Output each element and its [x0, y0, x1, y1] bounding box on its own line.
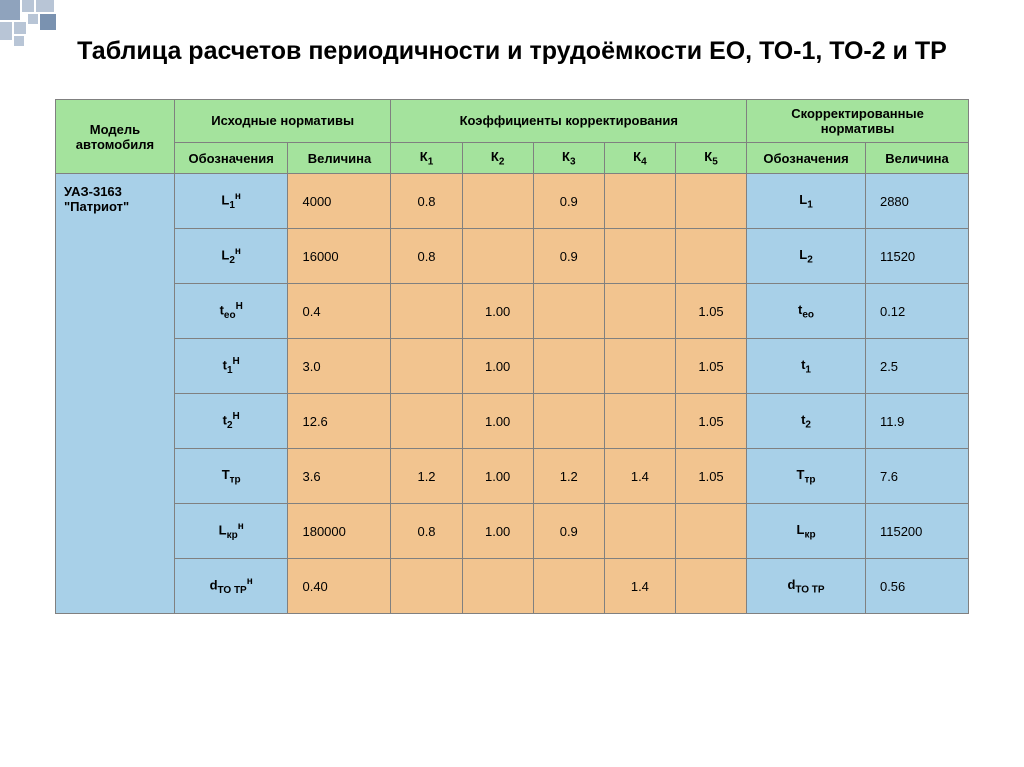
value-initial: 4000 [288, 174, 391, 229]
coef-k5 [675, 174, 746, 229]
header-k4: К4 [604, 142, 675, 174]
coef-k4 [604, 174, 675, 229]
value-corrected: 0.12 [865, 284, 968, 339]
value-corrected: 115200 [865, 504, 968, 559]
notation-corrected: tео [747, 284, 866, 339]
value-corrected: 11520 [865, 229, 968, 284]
value-initial: 3.6 [288, 449, 391, 504]
coef-k3 [533, 284, 604, 339]
coef-k2: 1.00 [462, 449, 533, 504]
coef-k1 [391, 394, 462, 449]
coef-k1 [391, 559, 462, 614]
value-corrected: 11.9 [865, 394, 968, 449]
notation-initial: t1Н [174, 339, 288, 394]
notation-corrected: dТО ТР [747, 559, 866, 614]
header-k3: К3 [533, 142, 604, 174]
header-value-2: Величина [865, 142, 968, 174]
notation-corrected: Lкр [747, 504, 866, 559]
coef-k5: 1.05 [675, 394, 746, 449]
coef-k3 [533, 339, 604, 394]
coef-k5: 1.05 [675, 339, 746, 394]
coef-k2: 1.00 [462, 394, 533, 449]
coef-k5 [675, 229, 746, 284]
table-row: tеоН0.4 1.00 1.05tео0.12 [56, 284, 969, 339]
coef-k2: 1.00 [462, 284, 533, 339]
header-value-1: Величина [288, 142, 391, 174]
value-initial: 16000 [288, 229, 391, 284]
table-row: t2Н12.6 1.00 1.05t211.9 [56, 394, 969, 449]
header-k1: К1 [391, 142, 462, 174]
header-notation-1: Обозначения [174, 142, 288, 174]
table-row: dТО ТРн0.40 1.4 dТО ТР0.56 [56, 559, 969, 614]
value-corrected: 2880 [865, 174, 968, 229]
notation-corrected: L1 [747, 174, 866, 229]
page-title: Таблица расчетов периодичности и трудоём… [0, 0, 1024, 69]
coef-k1 [391, 284, 462, 339]
value-initial: 12.6 [288, 394, 391, 449]
coef-k1: 0.8 [391, 504, 462, 559]
coef-k2 [462, 174, 533, 229]
header-k5: К5 [675, 142, 746, 174]
coef-k5: 1.05 [675, 284, 746, 339]
coef-k5: 1.05 [675, 449, 746, 504]
value-initial: 0.4 [288, 284, 391, 339]
coef-k3: 0.9 [533, 229, 604, 284]
coef-k5 [675, 559, 746, 614]
value-initial: 180000 [288, 504, 391, 559]
header-notation-2: Обозначения [747, 142, 866, 174]
coef-k2: 1.00 [462, 339, 533, 394]
value-initial: 3.0 [288, 339, 391, 394]
header-corrected: Скорректированные нормативы [747, 99, 969, 142]
value-corrected: 0.56 [865, 559, 968, 614]
notation-corrected: Tтр [747, 449, 866, 504]
notation-corrected: t2 [747, 394, 866, 449]
coef-k1: 0.8 [391, 174, 462, 229]
coef-k1: 1.2 [391, 449, 462, 504]
coef-k4 [604, 229, 675, 284]
notation-corrected: L2 [747, 229, 866, 284]
table-row: L2н160000.8 0.9 L211520 [56, 229, 969, 284]
coef-k4 [604, 394, 675, 449]
coef-k2 [462, 559, 533, 614]
header-coef: Коэффициенты корректирования [391, 99, 747, 142]
coef-k3: 0.9 [533, 174, 604, 229]
calculation-table: Модель автомобиля Исходные нормативы Коэ… [55, 99, 969, 615]
table-row: Lкрн1800000.81.000.9 Lкр115200 [56, 504, 969, 559]
notation-initial: Tтр [174, 449, 288, 504]
table-row: t1Н3.0 1.00 1.05t12.5 [56, 339, 969, 394]
coef-k4 [604, 284, 675, 339]
header-k2: К2 [462, 142, 533, 174]
coef-k1 [391, 339, 462, 394]
notation-corrected: t1 [747, 339, 866, 394]
coef-k3: 1.2 [533, 449, 604, 504]
notation-initial: tеоН [174, 284, 288, 339]
header-model: Модель автомобиля [56, 99, 175, 174]
coef-k4 [604, 339, 675, 394]
notation-initial: L2н [174, 229, 288, 284]
notation-initial: t2Н [174, 394, 288, 449]
coef-k3 [533, 394, 604, 449]
header-initial: Исходные нормативы [174, 99, 391, 142]
coef-k4 [604, 504, 675, 559]
coef-k4: 1.4 [604, 559, 675, 614]
coef-k1: 0.8 [391, 229, 462, 284]
model-cell: УАЗ-3163 "Патриот" [56, 174, 175, 614]
coef-k3: 0.9 [533, 504, 604, 559]
value-initial: 0.40 [288, 559, 391, 614]
value-corrected: 7.6 [865, 449, 968, 504]
corner-decoration [0, 0, 70, 55]
table-row: Tтр3.61.21.001.21.41.05Tтр7.6 [56, 449, 969, 504]
value-corrected: 2.5 [865, 339, 968, 394]
coef-k5 [675, 504, 746, 559]
notation-initial: Lкрн [174, 504, 288, 559]
coef-k4: 1.4 [604, 449, 675, 504]
coef-k3 [533, 559, 604, 614]
notation-initial: dТО ТРн [174, 559, 288, 614]
table-row: УАЗ-3163 "Патриот"L1н40000.80.9L12880 [56, 174, 969, 229]
coef-k2 [462, 229, 533, 284]
coef-k2: 1.00 [462, 504, 533, 559]
notation-initial: L1н [174, 174, 288, 229]
